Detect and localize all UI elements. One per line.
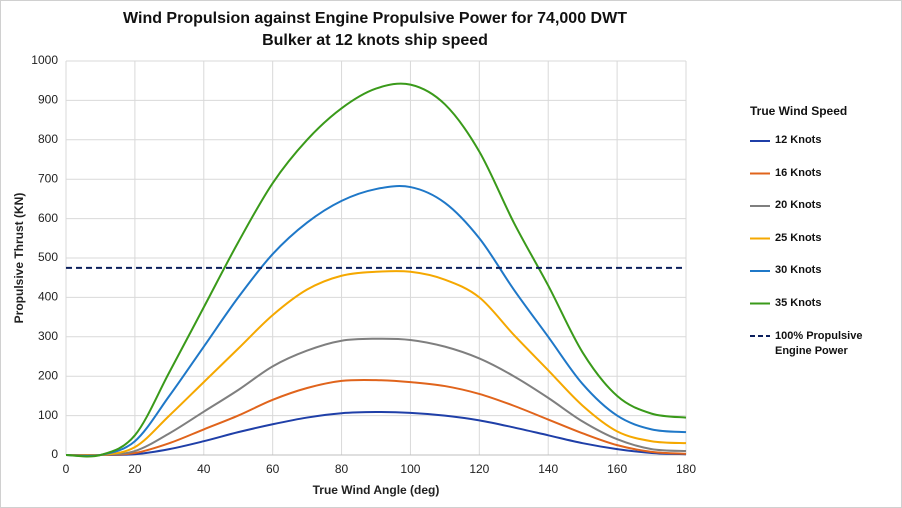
- x-tick-label: 60: [266, 462, 280, 476]
- y-tick-label: 700: [38, 171, 58, 185]
- x-tick-label: 20: [128, 462, 142, 476]
- x-tick-label: 160: [607, 462, 627, 476]
- y-tick-label: 300: [38, 329, 58, 343]
- series-line: [65, 185, 687, 458]
- chart-title: Wind Propulsion against Engine Propulsiv…: [123, 10, 627, 49]
- y-tick-label: 900: [38, 93, 58, 107]
- legend-label: 12 Knots: [775, 134, 822, 146]
- y-tick-label: 1000: [31, 53, 58, 67]
- y-tick-label: 600: [38, 211, 58, 225]
- x-tick-label: 140: [538, 462, 558, 476]
- series-line: [65, 270, 687, 457]
- x-tick-label: 180: [676, 462, 696, 476]
- legend-title: True Wind Speed: [750, 104, 848, 118]
- legend-label: 20 Knots: [775, 199, 822, 211]
- y-tick-label: 800: [38, 132, 58, 146]
- series-line: [65, 82, 687, 458]
- series-line: [65, 411, 687, 457]
- legend-label: 16 Knots: [775, 166, 822, 179]
- legend-label: 25 Knots: [775, 231, 822, 244]
- legend-label: 100% Propulsive Engine Power: [775, 330, 863, 357]
- x-tick-label: 100: [400, 462, 420, 476]
- x-tick-label: 120: [469, 462, 489, 476]
- y-tick-label: 500: [38, 250, 58, 264]
- series-line: [65, 337, 687, 457]
- y-tick-label: 400: [38, 290, 58, 304]
- y-axis-label: Propulsive Thrust (KN): [12, 193, 26, 324]
- legend-label: 30 Knots: [775, 264, 822, 276]
- y-tick-label: 200: [38, 368, 58, 382]
- y-tick-label: 0: [51, 447, 58, 461]
- x-tick-label: 40: [197, 462, 211, 476]
- x-tick-label: 80: [335, 462, 349, 476]
- y-tick-label: 100: [38, 408, 58, 422]
- legend-label: 35 Knots: [775, 296, 822, 309]
- x-tick-label: 0: [63, 462, 70, 476]
- series-line: [65, 378, 687, 457]
- x-axis-label: True Wind Angle (deg): [313, 483, 440, 497]
